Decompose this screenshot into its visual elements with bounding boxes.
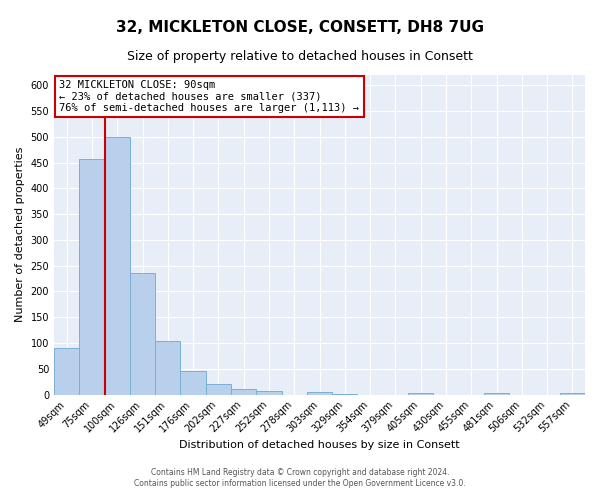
Y-axis label: Number of detached properties: Number of detached properties — [15, 147, 25, 322]
Bar — [181, 371, 206, 394]
Bar — [79, 159, 104, 394]
Bar — [104, 137, 130, 394]
Bar — [155, 341, 181, 394]
Text: Contains HM Land Registry data © Crown copyright and database right 2024.
Contai: Contains HM Land Registry data © Crown c… — [134, 468, 466, 487]
Bar — [231, 389, 256, 394]
Bar — [484, 393, 509, 394]
Bar — [256, 391, 281, 394]
Text: 32 MICKLETON CLOSE: 90sqm
← 23% of detached houses are smaller (337)
76% of semi: 32 MICKLETON CLOSE: 90sqm ← 23% of detac… — [59, 80, 359, 113]
Bar — [560, 393, 585, 394]
Bar — [206, 384, 231, 394]
Bar — [130, 273, 155, 394]
Text: 32, MICKLETON CLOSE, CONSETT, DH8 7UG: 32, MICKLETON CLOSE, CONSETT, DH8 7UG — [116, 20, 484, 35]
X-axis label: Distribution of detached houses by size in Consett: Distribution of detached houses by size … — [179, 440, 460, 450]
Text: Size of property relative to detached houses in Consett: Size of property relative to detached ho… — [127, 50, 473, 63]
Bar — [54, 348, 79, 395]
Bar — [408, 393, 433, 394]
Bar — [307, 392, 332, 394]
